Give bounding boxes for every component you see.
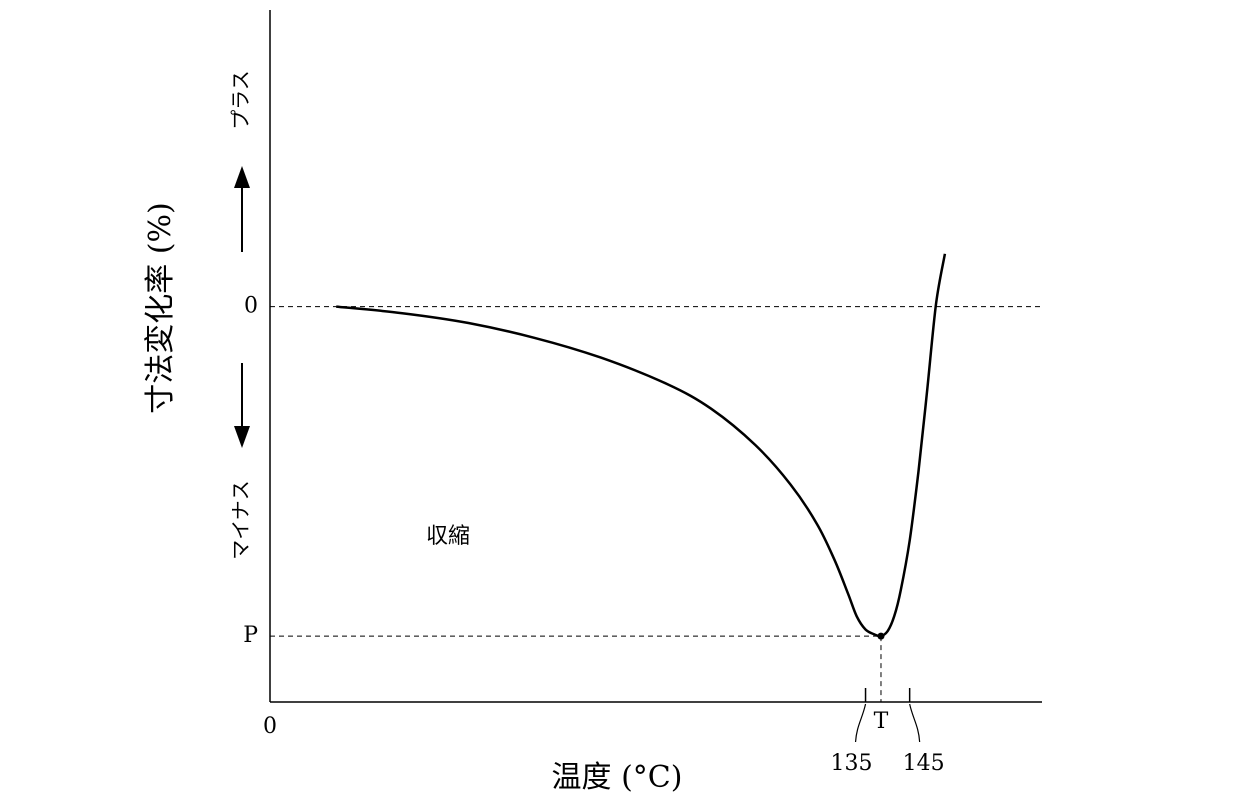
x-tick-bracket-145 xyxy=(910,704,920,742)
plus-label: プラス xyxy=(229,70,253,130)
x-tick-bracket-135 xyxy=(856,704,866,742)
y-point-label: P xyxy=(243,623,258,648)
region-label: 収縮 xyxy=(426,524,470,549)
x-point-label: T xyxy=(874,709,889,734)
x-tick-label-145: 145 xyxy=(903,751,945,776)
up-arrow-icon xyxy=(234,166,250,252)
origin-label: 0 xyxy=(263,714,277,739)
series-line xyxy=(336,254,945,636)
minus-label: マイナス xyxy=(229,480,253,560)
y-axis-title: 寸法変化率 (%) xyxy=(143,202,178,413)
x-axis-title: 温度 (°C) xyxy=(552,760,683,795)
x-tick-label-135: 135 xyxy=(831,751,873,776)
minimum-point xyxy=(877,633,884,640)
y-zero-label: 0 xyxy=(244,294,258,319)
down-arrow-icon xyxy=(234,363,250,448)
